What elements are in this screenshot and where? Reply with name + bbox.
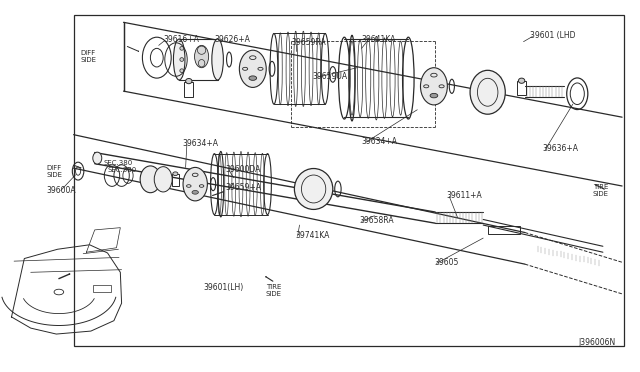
Ellipse shape xyxy=(249,76,257,80)
Text: DIFF
SIDE: DIFF SIDE xyxy=(47,166,63,178)
Text: J396006N: J396006N xyxy=(579,339,616,347)
Text: 39636+A: 39636+A xyxy=(543,144,579,153)
Ellipse shape xyxy=(140,166,161,193)
Ellipse shape xyxy=(294,169,333,209)
Ellipse shape xyxy=(186,78,192,84)
Text: 39659+A: 39659+A xyxy=(225,183,261,192)
Ellipse shape xyxy=(180,58,184,61)
Text: 39634+A: 39634+A xyxy=(182,139,218,148)
Text: 39600A: 39600A xyxy=(47,186,76,195)
Text: 39659UA: 39659UA xyxy=(312,72,348,81)
Text: SEC.380: SEC.380 xyxy=(108,167,137,173)
Ellipse shape xyxy=(183,167,207,201)
Text: 39659RA: 39659RA xyxy=(291,38,326,47)
Text: 39600DA: 39600DA xyxy=(225,165,260,174)
Text: 39611+A: 39611+A xyxy=(447,191,483,200)
Ellipse shape xyxy=(195,45,209,68)
Text: TIRE
SIDE: TIRE SIDE xyxy=(593,184,608,197)
Text: 39601(LH): 39601(LH) xyxy=(204,283,244,292)
Ellipse shape xyxy=(173,39,185,80)
Ellipse shape xyxy=(430,93,438,98)
Bar xyxy=(184,82,193,97)
Ellipse shape xyxy=(192,190,198,194)
Text: 39605: 39605 xyxy=(434,258,458,267)
Bar xyxy=(172,174,179,186)
Text: DIFF
SIDE: DIFF SIDE xyxy=(81,50,97,63)
Ellipse shape xyxy=(239,50,266,87)
Ellipse shape xyxy=(180,46,184,50)
Ellipse shape xyxy=(180,69,184,73)
Text: 39626+A: 39626+A xyxy=(214,35,250,44)
Text: 39658RA: 39658RA xyxy=(360,216,394,225)
Bar xyxy=(488,226,520,234)
Ellipse shape xyxy=(518,78,525,83)
Ellipse shape xyxy=(173,172,178,176)
Bar xyxy=(93,285,111,292)
Text: TIRE
SIDE: TIRE SIDE xyxy=(266,285,282,297)
Text: 39741KA: 39741KA xyxy=(296,231,330,240)
Text: 39641KA: 39641KA xyxy=(362,35,396,44)
Ellipse shape xyxy=(212,39,223,80)
Bar xyxy=(179,39,218,80)
Ellipse shape xyxy=(154,167,172,192)
Bar xyxy=(74,15,624,346)
Text: 39616+A: 39616+A xyxy=(163,35,199,44)
Bar xyxy=(517,81,526,95)
Text: 39601 (LHD: 39601 (LHD xyxy=(530,31,575,40)
Ellipse shape xyxy=(420,68,447,105)
Text: SEC.380: SEC.380 xyxy=(104,160,133,166)
Text: 39634+A: 39634+A xyxy=(362,137,397,146)
Ellipse shape xyxy=(470,70,506,114)
Ellipse shape xyxy=(93,152,102,164)
